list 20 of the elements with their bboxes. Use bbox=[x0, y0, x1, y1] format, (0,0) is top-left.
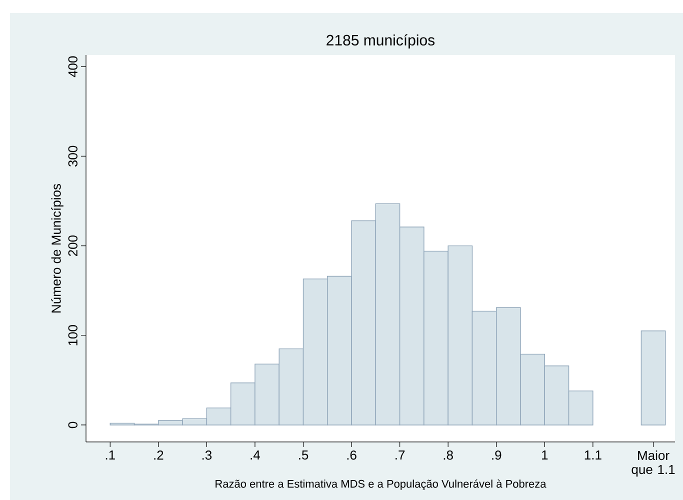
chart-title: 2185 municípios bbox=[326, 34, 435, 48]
x-tick-label: Maior que 1.1 bbox=[632, 450, 675, 477]
y-axis-title: Número de Municípios bbox=[51, 184, 64, 312]
x-tick-label: .6 bbox=[347, 450, 356, 460]
x-tick-label: .1 bbox=[106, 450, 115, 460]
x-tick-label: .5 bbox=[299, 450, 308, 460]
x-tick-label: 1 bbox=[542, 450, 548, 460]
x-tick-label: .7 bbox=[396, 450, 405, 460]
y-tick-label: 100 bbox=[68, 325, 78, 346]
y-tick-label: 200 bbox=[68, 235, 78, 256]
x-axis-title: Razão entre a Estimativa MDS e a População Vulnerável à Pobreza bbox=[216, 480, 546, 490]
x-tick-label: .2 bbox=[154, 450, 164, 460]
y-tick-label: 0 bbox=[68, 422, 78, 428]
y-tick-label: 400 bbox=[68, 56, 78, 78]
x-tick-label: 1.1 bbox=[584, 450, 602, 460]
x-tick-label: .9 bbox=[492, 450, 502, 460]
x-tick-label: .3 bbox=[202, 450, 212, 460]
x-tick-label: .8 bbox=[444, 450, 453, 460]
y-tick-label: 300 bbox=[68, 146, 78, 167]
x-tick-label: .4 bbox=[250, 450, 260, 460]
